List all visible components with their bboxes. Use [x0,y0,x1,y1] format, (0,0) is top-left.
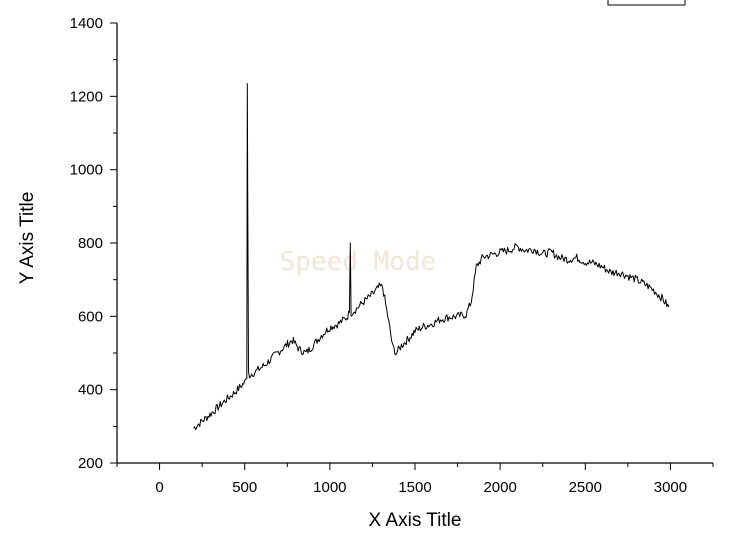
axes [116,23,713,464]
y-axis-title: Y Axis Title [17,192,38,285]
y-tick-label: 400 [78,382,103,399]
y-tick-label: 600 [78,308,103,325]
x-tick-label: 2000 [483,479,516,496]
legend-box [607,0,686,6]
y-tick-label: 1400 [70,15,103,32]
x-tick-label: 3000 [654,479,687,496]
watermark-text: Speed Mode [280,247,437,277]
x-tick-label: 1000 [313,479,346,496]
y-tick-label: 200 [78,455,103,472]
data-series-line [193,83,670,431]
x-tick-label: 0 [155,479,163,496]
x-tick-label: 1500 [398,479,431,496]
x-tick-label: 500 [232,479,257,496]
y-tick-label: 1200 [70,88,103,105]
x-axis-title: X Axis Title [369,510,462,531]
y-tick-label: 1000 [70,162,103,179]
y-tick-label: 800 [78,235,103,252]
x-tick-label: 2500 [569,479,602,496]
